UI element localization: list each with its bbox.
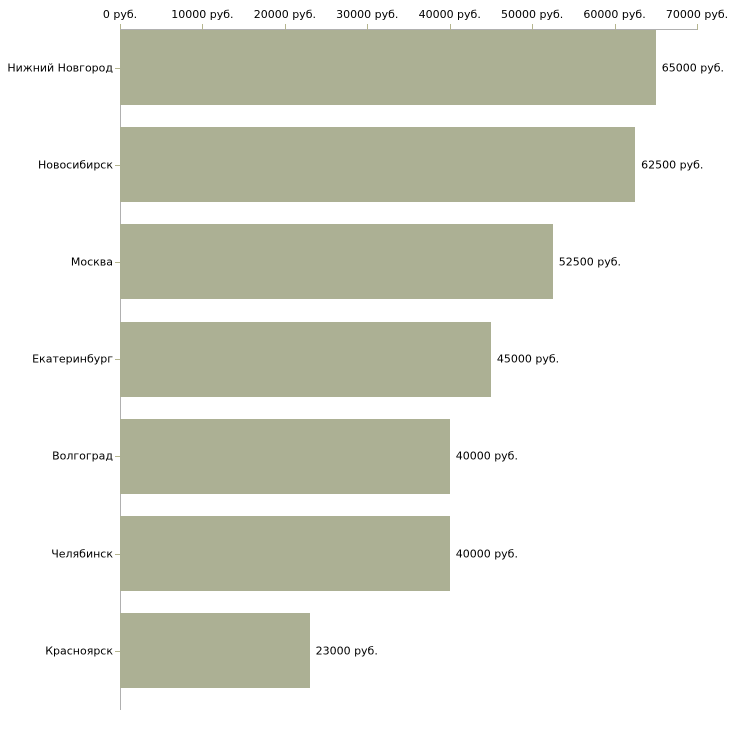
x-tick-label: 30000 руб. [336, 8, 399, 21]
y-tick-label: Москва [70, 255, 113, 269]
y-tick-label: Красноярск [45, 644, 113, 658]
x-tick-mark [697, 24, 698, 30]
bar[interactable] [120, 516, 450, 591]
bar[interactable] [120, 613, 310, 689]
x-tick-mark [614, 24, 616, 30]
y-tick-label: Екатеринбург [32, 352, 113, 366]
y-tick-label: Челябинск [51, 547, 113, 560]
y-tick-mark [115, 261, 120, 263]
x-tick-label: 0 руб. [102, 8, 138, 21]
bar[interactable] [120, 321, 491, 397]
x-tick-label: 70000 руб. [665, 8, 729, 21]
y-tick-mark [115, 650, 120, 652]
y-tick-mark [115, 553, 120, 555]
x-tick-mark [202, 24, 204, 30]
x-tick-mark [449, 24, 451, 30]
bar[interactable] [120, 127, 636, 203]
y-tick-mark [115, 164, 120, 166]
x-tick-label: 50000 руб. [501, 8, 564, 21]
bar-value-label: 45000 руб. [496, 352, 560, 366]
bar-value-label: 23000 руб. [315, 644, 378, 658]
bar-value-label: 40000 руб. [455, 547, 518, 560]
y-tick-mark [115, 359, 120, 361]
x-axis-line [120, 29, 697, 30]
bar[interactable] [120, 30, 656, 105]
x-tick-mark [120, 24, 121, 30]
y-tick-label: Нижний Новгород [7, 61, 113, 74]
x-tick-mark [532, 24, 534, 30]
bar[interactable] [120, 418, 450, 494]
bar-value-label: 62500 руб. [641, 158, 704, 172]
bar-value-label: 65000 руб. [661, 61, 725, 74]
x-tick-label: 60000 руб. [583, 8, 646, 21]
bar-value-label: 40000 руб. [455, 449, 518, 463]
x-tick-mark [284, 24, 286, 30]
y-tick-label: Волгоград [52, 449, 113, 463]
y-tick-label: Новосибирск [37, 158, 113, 172]
x-tick-label: 40000 руб. [418, 8, 481, 21]
y-tick-mark [115, 67, 120, 69]
x-tick-label: 10000 руб. [171, 8, 234, 21]
x-tick-label: 20000 руб. [253, 8, 316, 21]
bar-value-label: 52500 руб. [558, 255, 622, 269]
bar[interactable] [120, 224, 553, 300]
y-tick-mark [115, 456, 120, 458]
x-tick-mark [367, 24, 369, 30]
